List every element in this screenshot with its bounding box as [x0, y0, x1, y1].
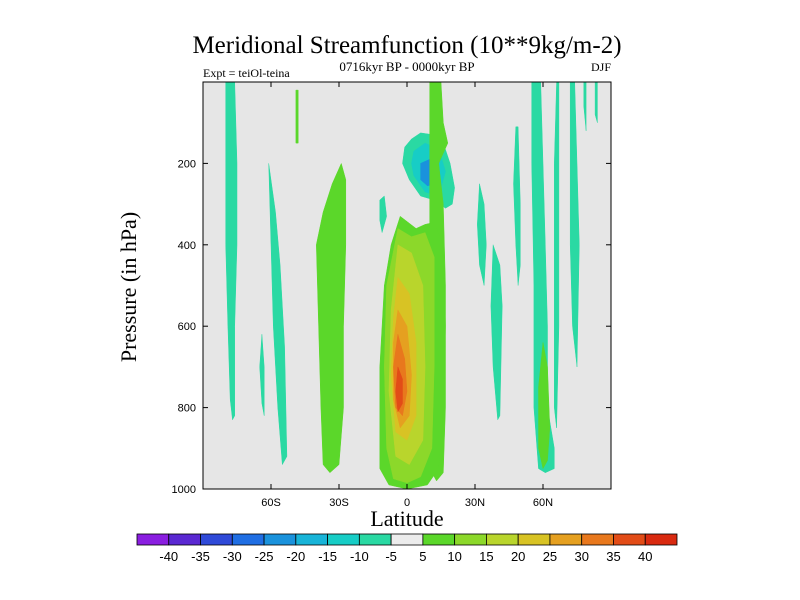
colorbar-swatch [200, 533, 233, 546]
contour-cyan-column-84N [594, 81, 598, 123]
colorbar-swatch [136, 533, 170, 546]
contour-red-core [395, 366, 403, 412]
colorbar-swatch [644, 533, 678, 546]
y-tick-label: 800 [178, 403, 196, 415]
colorbar-swatch [295, 533, 328, 546]
colorbar-label: -25 [255, 549, 274, 564]
colorbar-swatch [358, 533, 392, 546]
contour-cyan-column-60S [225, 81, 238, 421]
colorbar-swatch [168, 533, 201, 546]
y-axis-label: Pressure (in hPa) [116, 212, 141, 362]
colorbar-label: -5 [385, 549, 397, 564]
colorbar-swatch [231, 533, 265, 546]
colorbar-label: -20 [286, 549, 305, 564]
contour-cyan-column-48N [513, 126, 521, 286]
colorbar-label: 5 [419, 549, 426, 564]
colorbar-label: 15 [479, 549, 493, 564]
colorbar-label: -40 [159, 549, 178, 564]
colorbar-label: -30 [223, 549, 242, 564]
contour-cyan-column-33N [477, 183, 487, 286]
season-label: DJF [591, 60, 611, 74]
contour-cyan-column-40N [490, 244, 503, 421]
chart-title: Meridional Streamfunction (10**9kg/m-2) [192, 32, 621, 59]
chart-subtitle: 0716kyr BP - 0000kyr BP [339, 59, 474, 74]
x-tick-label: 60N [533, 497, 553, 509]
colorbar-swatch [454, 533, 487, 546]
x-tick-label: 30S [329, 497, 349, 509]
colorbar-label: 30 [574, 549, 588, 564]
colorbar-swatch [581, 533, 614, 546]
colorbar-label: 20 [511, 549, 525, 564]
contour-green-column-63N [538, 342, 551, 469]
x-tick-label: 30N [465, 497, 485, 509]
x-tick-label: 0 [404, 497, 410, 509]
colorbar-label: 40 [638, 549, 652, 564]
contour-cyan-column-74N [569, 81, 580, 368]
x-axis-label: Latitude [370, 506, 443, 531]
plot-area: 200 400 600 800 1000 60S 30S 0 30N 60N [172, 81, 612, 509]
colorbar-label: -10 [350, 549, 369, 564]
colorbar-swatch [486, 533, 519, 546]
colorbar-swatch [422, 533, 456, 546]
contour-cyan-column-68N [554, 81, 560, 429]
colorbar-swatch [517, 533, 551, 546]
contour-cyan-column-48S [259, 334, 265, 416]
colorbar-label: 25 [543, 549, 557, 564]
contour-green-blob-50S [295, 89, 299, 144]
colorbar-swatch [327, 533, 360, 546]
colorbar-swatch [390, 533, 424, 546]
colorbar-label: 35 [606, 549, 620, 564]
contour-cyan-small-eq [379, 195, 387, 233]
colorbar-swatch [549, 533, 583, 546]
colorbar-label: 10 [447, 549, 461, 564]
colorbar-swatch [263, 533, 297, 546]
x-tick-label: 60S [261, 497, 281, 509]
contour-cyan-column-57S [268, 163, 288, 465]
contour-green-column-30S [316, 163, 347, 473]
colorbar-label: -35 [191, 549, 210, 564]
experiment-label: Expt = teiOl-teina [203, 66, 290, 80]
y-tick-label: 200 [178, 158, 196, 170]
y-tick-label: 400 [178, 240, 196, 252]
colorbar: -40 -35 -30 -25 -20 -15 -10 -5 5 10 15 20 25 30 35 40 [136, 533, 678, 564]
y-tick-label: 600 [178, 321, 196, 333]
colorbar-label: -15 [318, 549, 337, 564]
contour-cyan-column-57N [531, 81, 555, 473]
y-tick-label: 1000 [172, 484, 196, 496]
colorbar-swatch [613, 533, 646, 546]
